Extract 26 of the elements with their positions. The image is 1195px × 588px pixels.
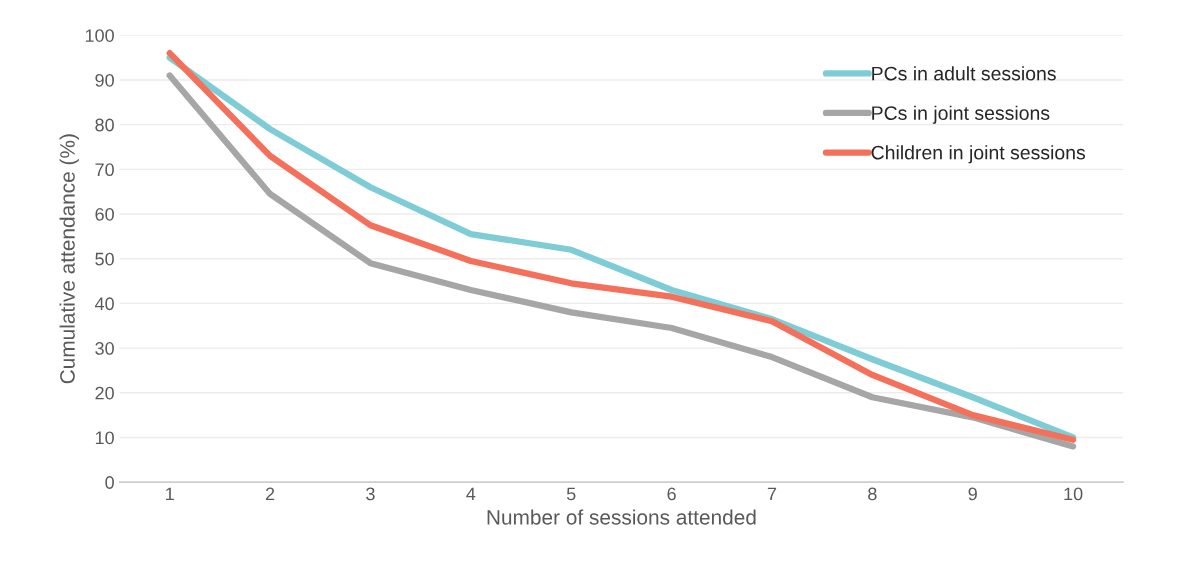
y-tick-label: 20 <box>95 386 114 400</box>
x-tick-label: 7 <box>767 487 777 501</box>
y-tick-label: 90 <box>95 73 114 87</box>
x-axis-title: Number of sessions attended <box>487 509 756 525</box>
x-tick-label: 5 <box>566 487 576 501</box>
y-axis-title: Cumulative attendance (%) <box>59 134 79 384</box>
x-tick-label: 8 <box>868 487 877 501</box>
x-tick-label: 1 <box>166 487 174 501</box>
y-tick-label: 30 <box>95 342 114 355</box>
y-tick-label: 10 <box>95 431 114 445</box>
y-tick-label: 60 <box>95 207 114 221</box>
y-tick-label: 0 <box>105 476 114 489</box>
x-tick-label: 3 <box>366 487 375 501</box>
y-tick-label: 50 <box>95 252 114 266</box>
y-tick-label: 70 <box>95 163 114 177</box>
x-tick-label: 9 <box>968 487 977 501</box>
y-tick-label: 100 <box>85 29 114 42</box>
x-tick-label: 10 <box>1064 487 1083 501</box>
legend-label: Children in joint sessions <box>871 145 1086 164</box>
x-tick-label: 4 <box>466 487 476 501</box>
legend-label: PCs in adult sessions <box>872 66 1056 81</box>
x-tick-label: 2 <box>265 487 275 501</box>
x-tick-label: 6 <box>667 487 676 501</box>
y-tick-label: 80 <box>95 118 114 132</box>
y-tick-label: 40 <box>94 297 114 311</box>
legend-label: PCs in joint sessions <box>872 105 1050 124</box>
